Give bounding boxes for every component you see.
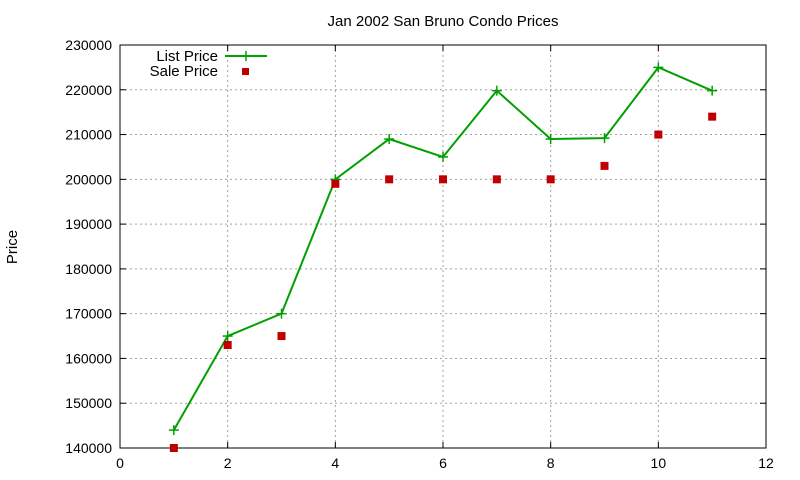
y-tick-label: 230000 bbox=[65, 37, 112, 53]
y-tick-label: 170000 bbox=[65, 306, 112, 322]
data-point-sale-price bbox=[169, 444, 178, 452]
x-tick-label: 4 bbox=[331, 455, 339, 471]
x-tick-label: 10 bbox=[651, 455, 667, 471]
legend-plus-marker bbox=[241, 51, 251, 61]
data-point-list-price bbox=[384, 134, 395, 145]
legend-label-list-price: List Price bbox=[156, 48, 218, 65]
y-tick-label: 210000 bbox=[65, 127, 112, 143]
x-tick-label: 2 bbox=[224, 455, 232, 471]
data-point-sale-price bbox=[277, 332, 286, 341]
y-tick-label: 200000 bbox=[65, 171, 112, 187]
chart-title: Jan 2002 San Bruno Condo Prices bbox=[328, 13, 559, 30]
y-tick-label: 150000 bbox=[65, 395, 112, 411]
data-point-list-price bbox=[276, 308, 287, 319]
data-point-list-price bbox=[222, 331, 233, 342]
data-point-sale-price bbox=[439, 175, 447, 184]
data-point-sale-price bbox=[546, 175, 555, 184]
series-layer bbox=[168, 62, 718, 452]
data-point-sale-price bbox=[654, 130, 663, 139]
data-point-list-price bbox=[168, 425, 179, 436]
y-tick-label: 160000 bbox=[65, 350, 112, 366]
data-point-list-price bbox=[545, 134, 556, 145]
data-point-sale-price bbox=[492, 175, 501, 184]
legend-label-sale-price: Sale Price bbox=[150, 63, 218, 80]
y-axis-label: Price bbox=[4, 230, 21, 264]
x-tick-label: 0 bbox=[116, 455, 124, 471]
legend: List Price Sale Price bbox=[150, 48, 267, 80]
data-point-list-price bbox=[653, 62, 664, 73]
x-tick-label: 12 bbox=[758, 455, 774, 471]
y-tick-label: 140000 bbox=[65, 440, 112, 456]
legend-marker-sale-price bbox=[242, 68, 249, 75]
data-point-sale-price bbox=[223, 341, 232, 350]
grid bbox=[120, 45, 766, 448]
y-tick-label: 180000 bbox=[65, 261, 112, 277]
y-tick-label: 220000 bbox=[65, 82, 112, 98]
data-point-list-price bbox=[599, 133, 610, 144]
data-point-list-price bbox=[491, 85, 502, 96]
x-tick-label: 8 bbox=[547, 455, 555, 471]
data-point-sale-price bbox=[385, 175, 394, 184]
data-point-sale-price bbox=[708, 112, 717, 121]
data-point-sale-price bbox=[600, 161, 609, 170]
axis-ticks: 140000 150000 160000 170000 180000 190000 2000… bbox=[65, 37, 774, 471]
y-tick-label: 190000 bbox=[65, 216, 112, 232]
data-point-list-price bbox=[438, 151, 448, 162]
x-tick-label: 6 bbox=[439, 455, 447, 471]
data-point-sale-price bbox=[331, 179, 340, 188]
data-point-list-price bbox=[707, 85, 718, 96]
legend-marker-list-price bbox=[241, 51, 251, 61]
